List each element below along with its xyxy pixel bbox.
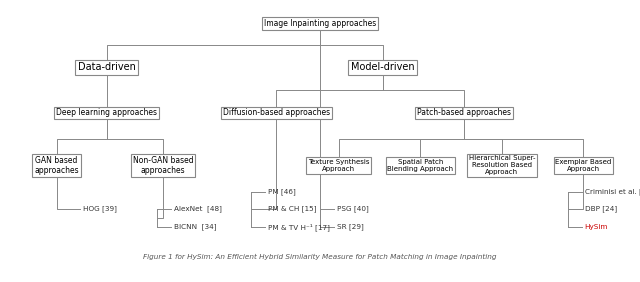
Text: PM [46]: PM [46] bbox=[268, 188, 296, 195]
Text: Figure 1 for HySim: An Efficient Hybrid Similarity Measure for Patch Matching in: Figure 1 for HySim: An Efficient Hybrid … bbox=[143, 254, 497, 260]
Text: AlexNet  [48]: AlexNet [48] bbox=[174, 205, 221, 212]
Text: DBP [24]: DBP [24] bbox=[585, 205, 617, 212]
Text: Texture Synthesis
Approach: Texture Synthesis Approach bbox=[308, 159, 369, 172]
Text: Patch-based approaches: Patch-based approaches bbox=[417, 109, 511, 118]
Text: Model-driven: Model-driven bbox=[351, 62, 415, 72]
Text: PSG [40]: PSG [40] bbox=[337, 205, 369, 212]
Text: HySim: HySim bbox=[585, 224, 608, 230]
Text: Diffusion-based approaches: Diffusion-based approaches bbox=[223, 109, 330, 118]
Text: SR [29]: SR [29] bbox=[337, 224, 364, 230]
Text: PM & CH [15]: PM & CH [15] bbox=[268, 205, 316, 212]
Text: GAN based
approaches: GAN based approaches bbox=[35, 156, 79, 175]
Text: Criminisi et al. [11]: Criminisi et al. [11] bbox=[585, 188, 640, 195]
Text: Spatial Patch
Blending Approach: Spatial Patch Blending Approach bbox=[387, 159, 453, 172]
Text: Non-GAN based
approaches: Non-GAN based approaches bbox=[133, 156, 193, 175]
Text: Exemplar Based
Approach: Exemplar Based Approach bbox=[556, 159, 612, 172]
Text: HOG [39]: HOG [39] bbox=[83, 205, 116, 212]
Text: Data-driven: Data-driven bbox=[78, 62, 136, 72]
Text: PM & TV H⁻¹ [17]: PM & TV H⁻¹ [17] bbox=[268, 223, 330, 231]
Text: Image Inpainting approaches: Image Inpainting approaches bbox=[264, 19, 376, 28]
Text: Hierarchical Super-
Resolution Based
Approach: Hierarchical Super- Resolution Based App… bbox=[468, 155, 535, 175]
Text: Deep learning approaches: Deep learning approaches bbox=[56, 109, 157, 118]
Text: BICNN  [34]: BICNN [34] bbox=[174, 224, 216, 230]
